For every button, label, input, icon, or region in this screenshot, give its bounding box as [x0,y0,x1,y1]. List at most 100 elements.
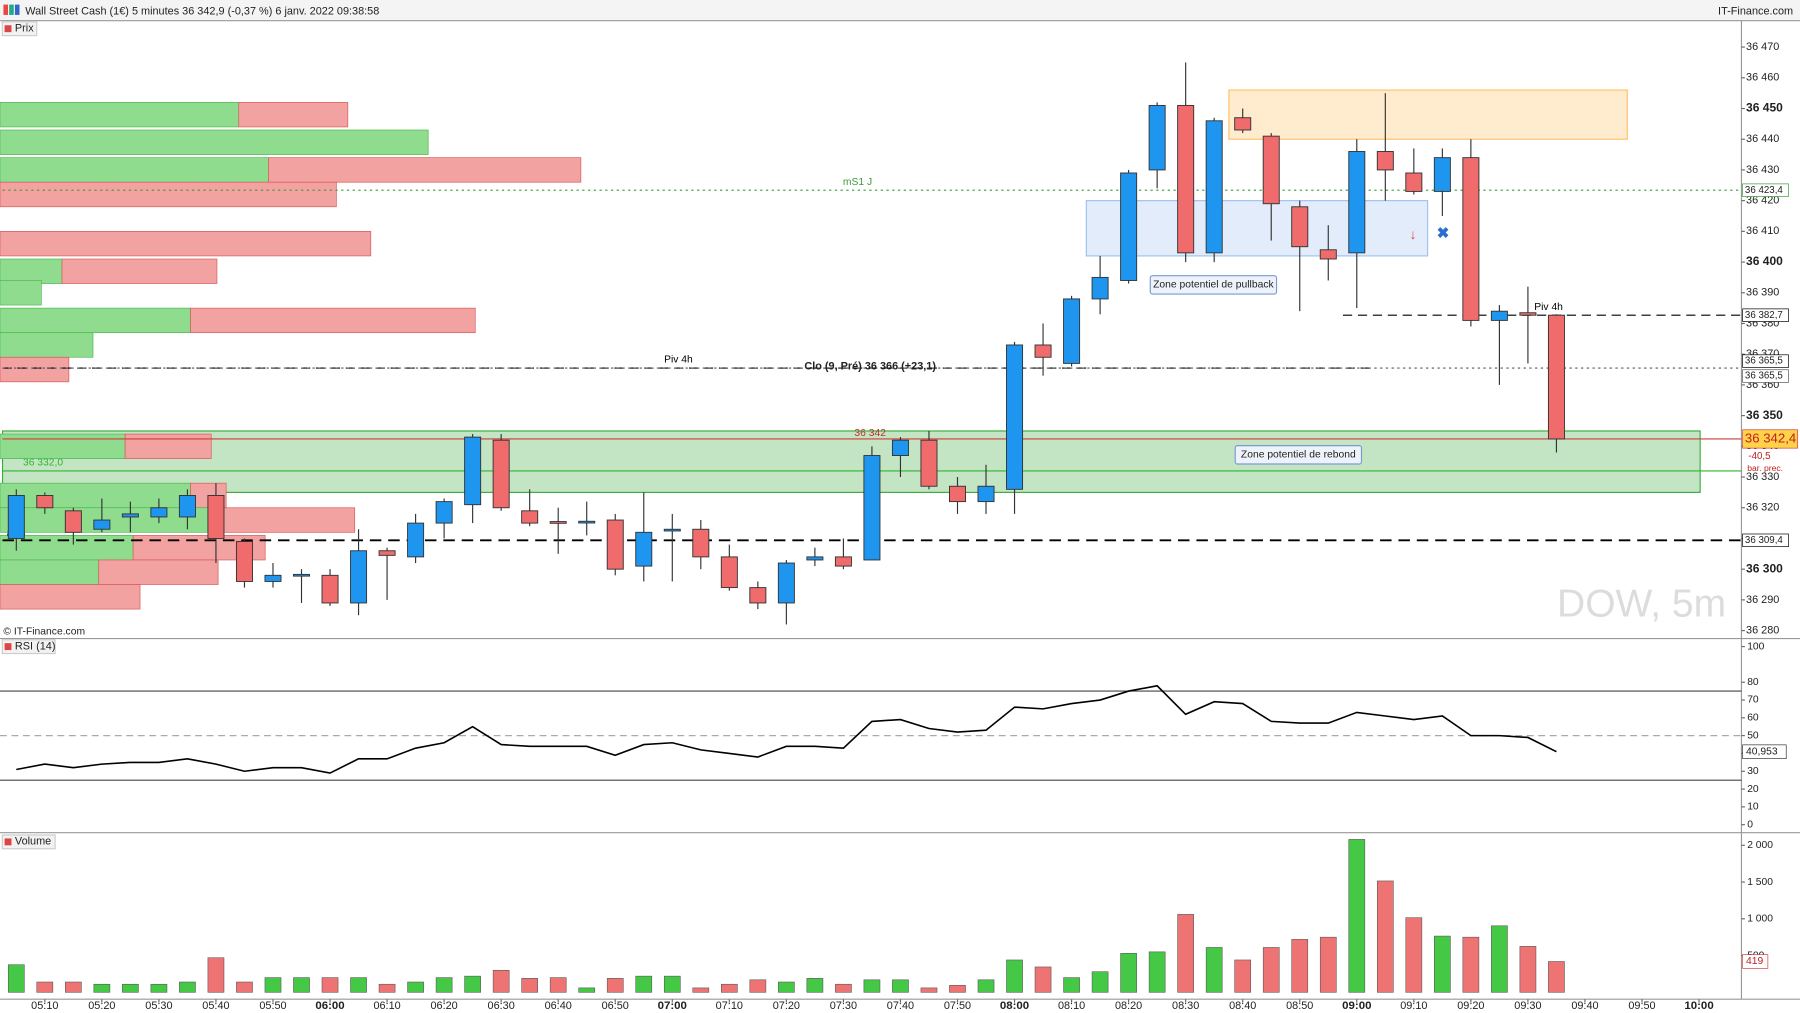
profile-sell [218,507,356,533]
candle-body [1177,104,1195,254]
volume-bar [1234,959,1252,993]
axis-price-box [1742,369,1789,383]
volume-bar [578,987,596,993]
volume-bar [549,977,567,993]
candle-body [235,541,253,582]
y-tick-label: 36 290 [1746,594,1779,606]
volume-bar [1348,839,1366,993]
candle-body [720,556,738,589]
candle-body [834,556,852,567]
candle-body [178,495,196,518]
panel-title-box [1,834,56,850]
candle-body [1433,157,1451,192]
icon [3,4,9,15]
volume-bar [663,975,681,993]
profile-sell [98,559,219,585]
volume-bar [93,983,111,993]
x-tick-label: 08:40 [1229,1000,1256,1012]
cross-icon: ✖ [1437,225,1449,242]
plot-layer: Prix RSI (14) Volume 36 280 36 290 36 300 36 3… [0,21,1799,1012]
profile-sell [0,231,372,257]
candle-body [1291,206,1309,248]
axis-price-box [1742,308,1789,322]
volume-bar [635,975,653,993]
profile-buy [0,482,191,509]
candle-body [350,550,368,604]
y-tick-label: 36 440 [1746,133,1779,145]
candle-body [1376,151,1394,171]
x-tick-label: 07:00 [658,1000,687,1012]
volume-bar [806,978,824,993]
candle-body [1063,298,1081,364]
profile-buy [0,129,429,155]
panel-icon [4,838,12,846]
x-tick-label: 09:00 [1342,1000,1371,1012]
volume-bar [264,977,282,993]
candle-body [1547,314,1565,440]
profile-buy [0,535,134,561]
candle-body [207,495,225,539]
y-tick-label: 100 [1747,641,1764,652]
volume-bar [321,977,339,993]
candle-body [1519,312,1537,316]
candle-body [378,550,396,556]
y-tick-label: 60 [1747,713,1759,724]
x-tick-label: 08:00 [1000,1000,1029,1012]
volume-bar [1462,936,1480,993]
profile-sell [124,433,212,459]
volume-bar [464,975,481,993]
y-tick-label: 70 [1747,695,1759,706]
volume-bar [606,978,624,993]
candle-body [1234,117,1252,131]
candle-body [949,485,966,503]
x-tick-label: 06:00 [315,1000,344,1012]
candle-body [920,439,938,487]
candle-body [521,510,539,524]
x-tick-label: 09:50 [1628,1000,1655,1012]
candle-body [435,501,453,524]
volume-bar [293,977,310,993]
x-tick-label: 06:10 [373,1000,400,1012]
y-tick-label: 36 410 [1746,225,1779,237]
icon [14,4,20,15]
volume-bar [692,987,710,993]
profile-buy [0,559,100,585]
candle-body [64,510,82,533]
profile-sell [268,157,582,183]
volume-bar [1491,925,1508,993]
candle-body [1462,157,1480,321]
volume-bar [1262,947,1280,993]
volume-bar [1376,880,1394,993]
volume-bar [407,981,424,993]
y-tick-label: 36 280 [1746,624,1779,636]
volume-bar [1091,971,1109,993]
zone-label-box [1149,275,1278,295]
x-tick-label: 07:10 [716,1000,743,1012]
x-tick-label: 05:40 [202,1000,229,1012]
header-brand: IT-Finance.com [1718,5,1793,17]
volume-bar [1063,977,1080,993]
x-tick-label: 08:10 [1058,1000,1085,1012]
y-tick-label: 36 470 [1746,41,1779,53]
candle-body [891,439,909,457]
candle-body [293,573,311,577]
volume-bar [1548,961,1565,993]
header-title: Wall Street Cash (1€) 5 minutes 36 342,9… [25,5,379,17]
zone [1228,89,1628,140]
candle-body [1120,172,1138,281]
x-tick-label: 06:20 [430,1000,457,1012]
axis-price-box [1742,354,1789,368]
volume-bar [521,978,539,993]
volume-bar [1405,917,1423,993]
x-tick-label: 06:30 [488,1000,515,1012]
value-label: 40,953 [1746,746,1778,757]
profile-sell [0,584,141,610]
y-tick-label: 36 350 [1746,408,1783,422]
candle-body [1348,151,1366,254]
line-label: 36 332,0 [23,458,63,469]
candle-body [1319,249,1337,260]
candle-body [977,485,995,503]
y-tick-label: 50 [1747,730,1759,741]
volume-bar [36,981,54,993]
